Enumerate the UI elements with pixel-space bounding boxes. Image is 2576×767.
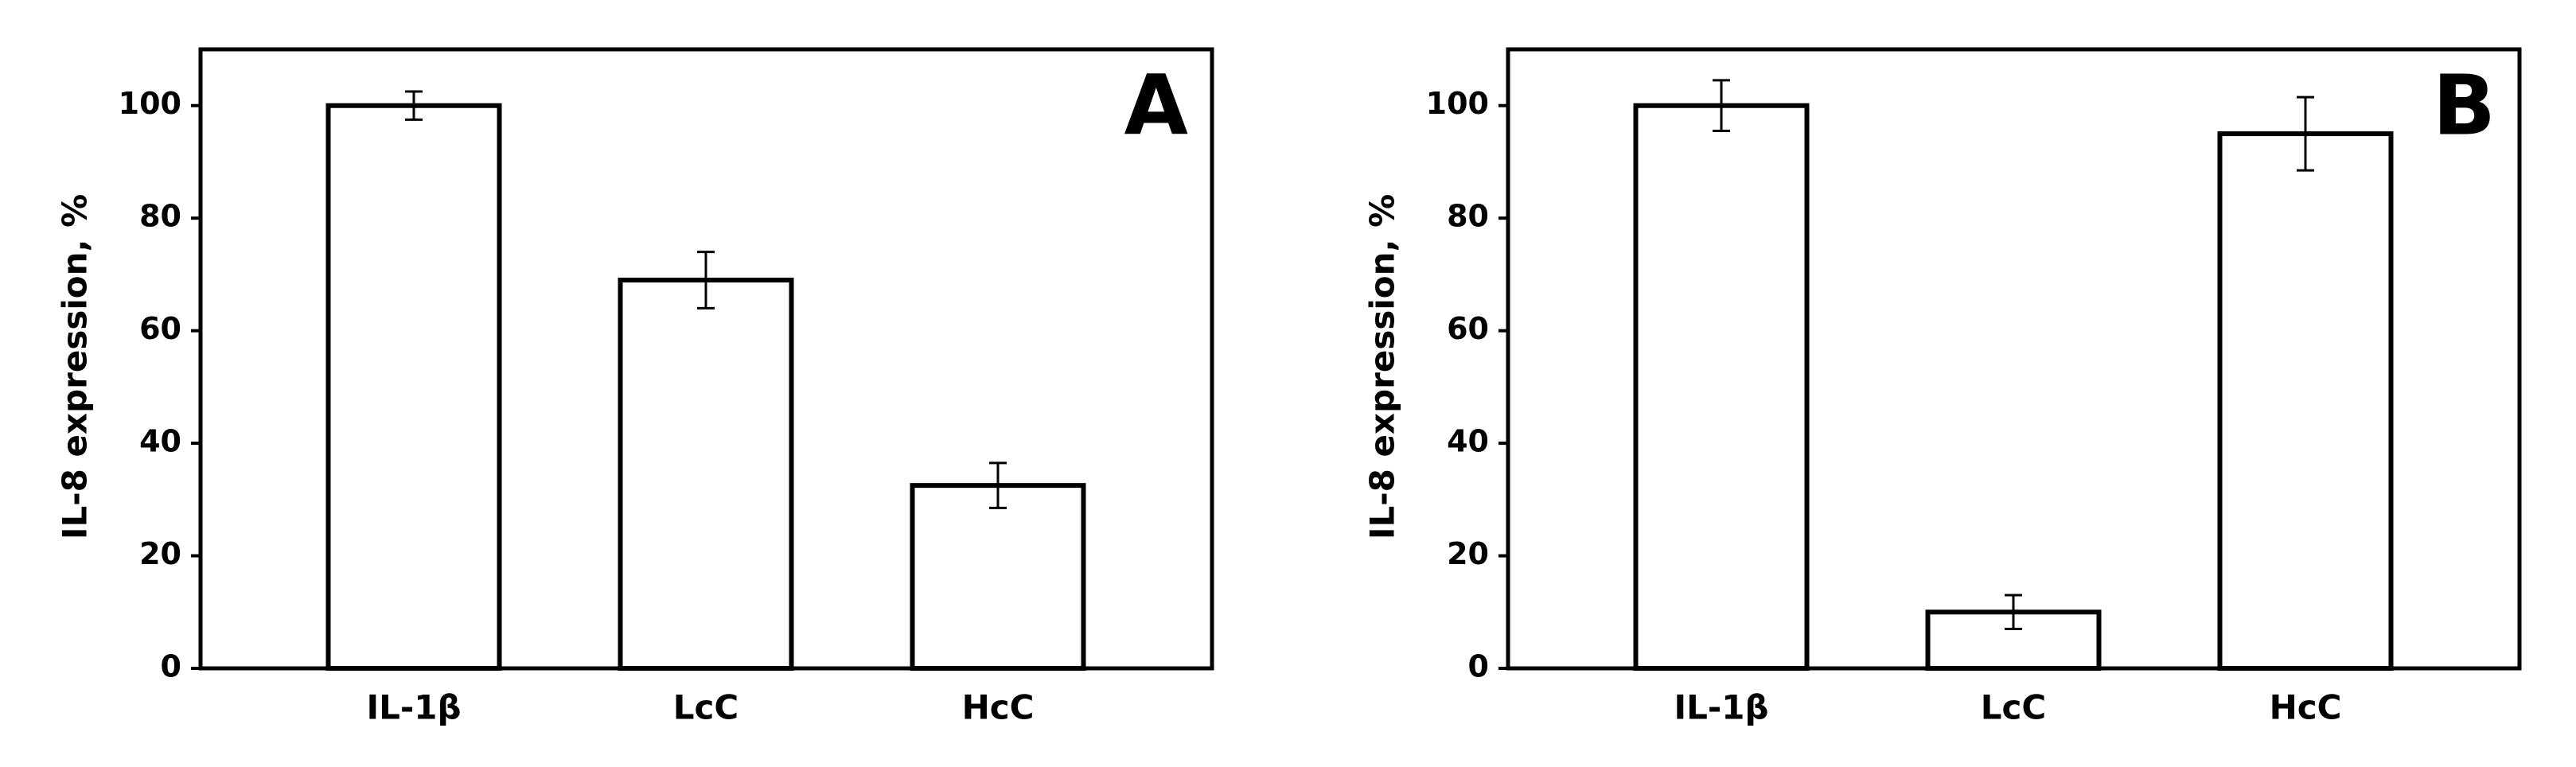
x-tick-label: HcC: [2270, 688, 2342, 727]
y-tick-label: 80: [1447, 199, 1489, 234]
y-tick-label: 20: [1447, 536, 1489, 571]
y-tick-label: 80: [139, 199, 181, 234]
bar: [618, 277, 794, 671]
y-tick-label: 20: [139, 536, 181, 571]
x-tick-label: LcC: [673, 688, 739, 727]
y-tick-label: 40: [1447, 424, 1489, 459]
bar: [910, 483, 1086, 671]
panel-label: B: [2433, 56, 2496, 154]
x-tick-label: IL-1β: [366, 688, 461, 727]
y-tick-label: 0: [161, 649, 181, 684]
bar: [325, 103, 502, 671]
panel-label: A: [1124, 56, 1189, 154]
y-axis-label: IL-8 expression, %: [56, 194, 95, 539]
x-tick-label: LcC: [1981, 688, 2046, 727]
bar: [2217, 131, 2394, 672]
y-tick-label: 0: [1468, 649, 1489, 684]
bar: [1633, 103, 1810, 671]
y-tick-label: 60: [139, 311, 181, 346]
y-tick-label: 100: [119, 86, 181, 121]
y-tick-label: 40: [139, 424, 181, 459]
y-axis-label: IL-8 expression, %: [1363, 194, 1402, 539]
y-tick-label: 60: [1447, 311, 1489, 346]
y-tick-label: 100: [1426, 86, 1489, 121]
x-tick-label: HcC: [962, 688, 1035, 727]
x-tick-label: IL-1β: [1674, 688, 1768, 727]
